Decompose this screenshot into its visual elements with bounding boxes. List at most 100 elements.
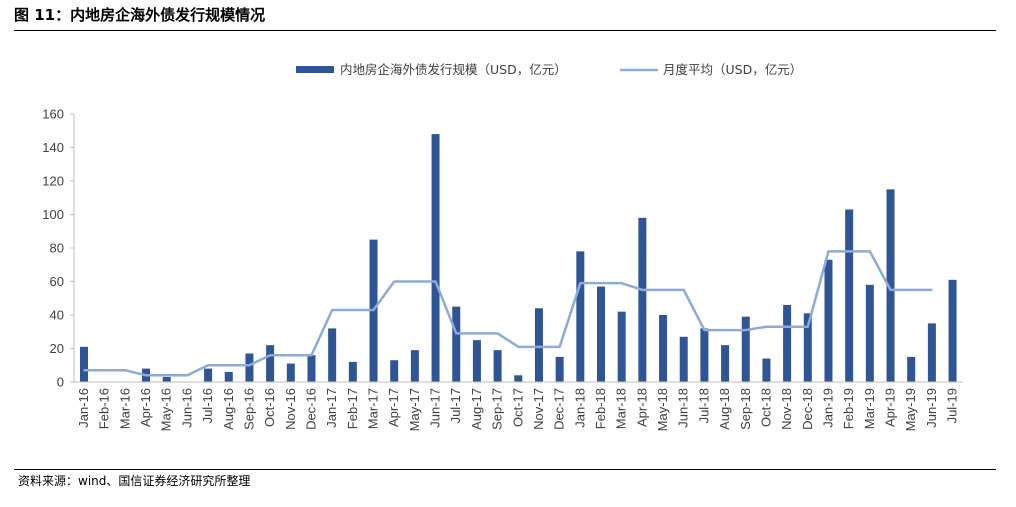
average-point bbox=[145, 374, 147, 377]
y-tick-label: 80 bbox=[50, 241, 64, 256]
x-tick-label: May-18 bbox=[655, 388, 670, 431]
bar bbox=[762, 358, 771, 382]
x-tick-label: Oct-17 bbox=[510, 388, 525, 427]
x-tick-label: Sep-17 bbox=[490, 388, 505, 430]
average-line bbox=[84, 250, 932, 377]
average-point bbox=[207, 364, 209, 367]
bar bbox=[700, 328, 709, 382]
x-tick-label: Jan-19 bbox=[820, 388, 835, 428]
average-point bbox=[889, 289, 892, 291]
average-point bbox=[703, 329, 706, 331]
bar bbox=[162, 376, 171, 382]
bar bbox=[493, 350, 502, 382]
average-point bbox=[662, 289, 664, 291]
x-tick-label: Mar-16 bbox=[117, 388, 132, 429]
figure-title: 图 11：内地房企海外债发行规模情况 bbox=[14, 6, 266, 24]
average-point bbox=[869, 250, 871, 253]
average-point bbox=[248, 364, 251, 367]
x-tick-label: Jan-18 bbox=[572, 388, 587, 428]
x-tick-label: Feb-17 bbox=[345, 388, 360, 429]
y-tick-label: 0 bbox=[57, 375, 64, 390]
average-point bbox=[269, 354, 271, 357]
bar bbox=[472, 340, 481, 382]
x-tick-label: Mar-17 bbox=[366, 388, 381, 429]
bar bbox=[390, 360, 399, 382]
x-tick-label: Sep-16 bbox=[241, 388, 256, 430]
bar bbox=[452, 306, 461, 382]
y-tick-label: 140 bbox=[42, 140, 64, 155]
x-tick-label: Mar-19 bbox=[862, 388, 877, 429]
x-tick-label: Jun-17 bbox=[428, 388, 443, 428]
x-tick-label: Nov-16 bbox=[283, 388, 298, 430]
x-tick-label: Jun-16 bbox=[179, 388, 194, 428]
x-tick-label: Feb-16 bbox=[97, 388, 112, 429]
bar bbox=[824, 259, 833, 382]
bar bbox=[328, 328, 337, 382]
bar bbox=[741, 316, 750, 382]
average-point bbox=[641, 289, 644, 291]
average-point bbox=[290, 354, 292, 357]
average-point bbox=[600, 282, 602, 284]
bar bbox=[286, 363, 295, 382]
x-tick-label: Feb-18 bbox=[593, 388, 608, 429]
x-tick-label: May-19 bbox=[903, 388, 918, 431]
average-point bbox=[744, 329, 747, 331]
legend: 内地房企海外债发行规模（USD，亿元） 月度平均（USD，亿元） bbox=[296, 62, 802, 77]
average-point bbox=[186, 374, 189, 377]
average-point bbox=[372, 309, 375, 311]
y-tick-label: 100 bbox=[42, 207, 64, 222]
bar bbox=[886, 189, 895, 382]
x-tick-label: Jun-19 bbox=[924, 388, 939, 428]
average-point bbox=[124, 369, 127, 372]
average-point bbox=[682, 289, 685, 291]
average-point bbox=[331, 309, 333, 311]
y-tick-label: 60 bbox=[50, 274, 64, 289]
x-tick-label: Aug-17 bbox=[469, 388, 484, 430]
average-point bbox=[227, 364, 230, 367]
x-tick-label: Jan-16 bbox=[76, 388, 91, 428]
x-tick-label: May-16 bbox=[159, 388, 174, 431]
x-tick-label: Jun-18 bbox=[676, 388, 691, 428]
average-point bbox=[620, 282, 623, 284]
bar bbox=[948, 279, 957, 382]
bar bbox=[721, 345, 730, 382]
average-point bbox=[434, 280, 437, 283]
bar bbox=[204, 368, 213, 382]
bar bbox=[80, 346, 88, 382]
x-tick-label: Jul-19 bbox=[945, 388, 960, 423]
bar bbox=[410, 350, 419, 382]
x-tick-label: Dec-17 bbox=[552, 388, 567, 430]
average-point bbox=[848, 250, 850, 253]
x-tick-label: Nov-18 bbox=[779, 388, 794, 430]
average-point bbox=[931, 289, 933, 291]
average-point bbox=[352, 309, 354, 311]
x-tick-label: Apr-18 bbox=[634, 388, 649, 427]
bar bbox=[865, 284, 874, 382]
x-tick-label: Nov-17 bbox=[531, 388, 546, 430]
bar bbox=[431, 134, 440, 382]
average-point bbox=[786, 325, 788, 328]
average-point bbox=[558, 346, 561, 348]
average-point bbox=[165, 374, 168, 377]
bar bbox=[348, 361, 357, 382]
plot-area: 0 20 40 60 80 100 120 140 160 Jan-16 Feb-16 Mar-16 A… bbox=[42, 107, 963, 431]
bar bbox=[597, 286, 605, 382]
x-tick-label: Aug-16 bbox=[221, 388, 236, 430]
bar bbox=[576, 251, 585, 382]
bar bbox=[638, 217, 647, 382]
bar bbox=[617, 311, 626, 382]
y-tick-label: 20 bbox=[50, 341, 64, 356]
average-point bbox=[496, 332, 499, 335]
bottom-rule bbox=[14, 469, 996, 470]
bar bbox=[679, 336, 688, 382]
x-tick-label: Dec-16 bbox=[303, 388, 318, 430]
bar bbox=[224, 371, 233, 382]
average-point bbox=[765, 325, 768, 328]
average-point bbox=[455, 332, 458, 335]
average-point bbox=[103, 369, 106, 372]
y-tick-label: 40 bbox=[50, 308, 64, 323]
average-point bbox=[476, 332, 478, 335]
x-tick-label: Oct-16 bbox=[262, 388, 277, 427]
x-tick-label: Jul-16 bbox=[200, 388, 215, 423]
x-tick-label: Jan-17 bbox=[324, 388, 339, 428]
